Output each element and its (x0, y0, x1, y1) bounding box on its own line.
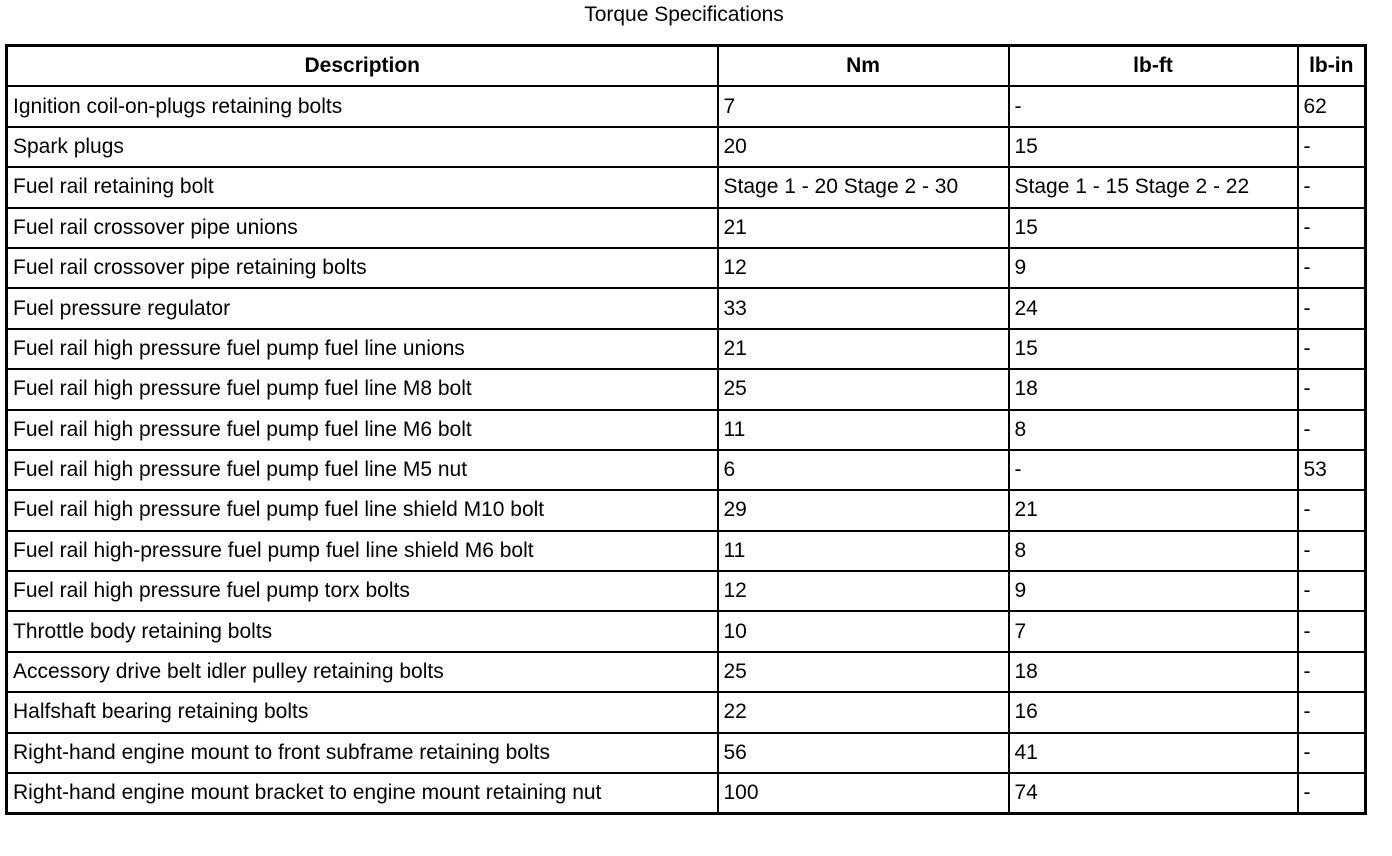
cell-lb-in: - (1296, 529, 1367, 573)
cell-lb-ft: 24 (1007, 287, 1299, 330)
cell-lb-ft: - (1007, 85, 1299, 128)
cell-nm: 20 (716, 125, 1010, 169)
table-row: Fuel rail high pressure fuel pump fuel l… (5, 448, 1367, 492)
cell-description: Fuel rail high pressure fuel pump fuel l… (5, 368, 719, 411)
cell-description: Right-hand engine mount bracket to engin… (5, 772, 719, 815)
cell-lb-ft: 7 (1007, 610, 1299, 653)
cell-lb-in: - (1296, 368, 1367, 411)
cell-description: Fuel rail crossover pipe retaining bolts (5, 246, 719, 290)
cell-description: Ignition coil-on-plugs retaining bolts (5, 85, 719, 128)
cell-description: Fuel rail retaining bolt (5, 166, 719, 209)
table-row: Fuel rail high pressure fuel pump fuel l… (5, 489, 1367, 532)
table-row: Accessory drive belt idler pulley retain… (5, 650, 1367, 694)
cell-description: Spark plugs (5, 125, 719, 169)
table-row: Fuel rail crossover pipe unions 21 15- (5, 206, 1367, 249)
cell-lb-ft: 8 (1007, 529, 1299, 573)
cell-lb-in: 62 (1296, 85, 1367, 128)
cell-lb-ft: 18 (1007, 368, 1299, 411)
cell-nm: 100 (716, 772, 1010, 815)
cell-nm: 10 (716, 610, 1010, 653)
cell-nm: 11 (716, 408, 1010, 451)
cell-lb-ft: 16 (1007, 691, 1299, 734)
cell-lb-ft: 15 (1007, 327, 1299, 371)
header-lb-ft: lb-ft (1007, 44, 1299, 88)
table-row: Right-hand engine mount to front subfram… (5, 731, 1367, 775)
cell-lb-in: - (1296, 327, 1367, 371)
cell-nm: Stage 1 - 20 Stage 2 - 30 (716, 166, 1010, 209)
cell-lb-ft: - (1007, 448, 1299, 492)
cell-description: Fuel rail crossover pipe unions (5, 206, 719, 249)
cell-lb-ft: 9 (1007, 570, 1299, 613)
table-row: Throttle body retaining bolts 10 7- (5, 610, 1367, 653)
table-row: Fuel rail high-pressure fuel pump fuel l… (5, 529, 1367, 573)
cell-nm: 25 (716, 368, 1010, 411)
cell-lb-ft: 8 (1007, 408, 1299, 451)
header-row: Description Nm lb-ft lb-in (5, 44, 1367, 88)
table-row: Fuel rail high pressure fuel pump fuel l… (5, 408, 1367, 451)
cell-description: Fuel rail high pressure fuel pump fuel l… (5, 327, 719, 371)
header-lb-in: lb-in (1296, 44, 1367, 88)
cell-nm: 33 (716, 287, 1010, 330)
cell-lb-in: - (1296, 772, 1367, 815)
cell-description: Throttle body retaining bolts (5, 610, 719, 653)
cell-nm: 7 (716, 85, 1010, 128)
torque-spec-table: Description Nm lb-ft lb-in Ignition coil… (5, 44, 1367, 816)
cell-lb-ft: 9 (1007, 246, 1299, 290)
table-row: Halfshaft bearing retaining bolts 22 16- (5, 691, 1367, 734)
cell-lb-in: - (1296, 731, 1367, 775)
table-row: Spark plugs 20 15- (5, 125, 1367, 169)
cell-nm: 21 (716, 206, 1010, 249)
cell-nm: 21 (716, 327, 1010, 371)
cell-nm: 12 (716, 570, 1010, 613)
cell-lb-in: - (1296, 246, 1367, 290)
cell-description: Fuel rail high pressure fuel pump torx b… (5, 570, 719, 613)
cell-lb-in: - (1296, 570, 1367, 613)
cell-lb-in: - (1296, 125, 1367, 169)
table-row: Fuel rail high pressure fuel pump fuel l… (5, 368, 1367, 411)
cell-lb-in: - (1296, 287, 1367, 330)
table-row: Fuel rail crossover pipe retaining bolts… (5, 246, 1367, 290)
cell-lb-ft: 21 (1007, 489, 1299, 532)
cell-description: Halfshaft bearing retaining bolts (5, 691, 719, 734)
cell-lb-ft: 74 (1007, 772, 1299, 815)
document-title: Torque Specifications (584, 3, 784, 26)
cell-lb-in: - (1296, 489, 1367, 532)
table-row: Right-hand engine mount bracket to engin… (5, 772, 1367, 815)
cell-description: Fuel pressure regulator (5, 287, 719, 330)
cell-nm: 56 (716, 731, 1010, 775)
cell-nm: 22 (716, 691, 1010, 734)
cell-nm: 12 (716, 246, 1010, 290)
cell-description: Fuel rail high pressure fuel pump fuel l… (5, 408, 719, 451)
cell-lb-ft: 18 (1007, 650, 1299, 694)
cell-lb-in: - (1296, 691, 1367, 734)
table-row: Fuel rail retaining bolt Stage 1 - 20 Sta… (5, 166, 1367, 209)
table-row: Fuel rail high pressure fuel pump fuel l… (5, 327, 1367, 371)
cell-lb-in: - (1296, 650, 1367, 694)
cell-lb-ft: Stage 1 - 15 Stage 2 - 22 (1007, 166, 1299, 209)
cell-description: Right-hand engine mount to front subfram… (5, 731, 719, 775)
table-row: Ignition coil-on-plugs retaining bolts 7-… (5, 85, 1367, 128)
cell-lb-in: - (1296, 166, 1367, 209)
table-row: Fuel rail high pressure fuel pump torx b… (5, 570, 1367, 613)
cell-description: Accessory drive belt idler pulley retain… (5, 650, 719, 694)
cell-lb-ft: 15 (1007, 206, 1299, 249)
header-nm: Nm (716, 44, 1010, 88)
table-row: Fuel pressure regulator 33 24- (5, 287, 1367, 330)
cell-nm: 25 (716, 650, 1010, 694)
cell-lb-in: - (1296, 610, 1367, 653)
cell-nm: 11 (716, 529, 1010, 573)
cell-lb-ft: 15 (1007, 125, 1299, 169)
header-description: Description (5, 44, 719, 88)
cell-lb-ft: 41 (1007, 731, 1299, 775)
cell-description: Fuel rail high pressure fuel pump fuel l… (5, 448, 719, 492)
cell-nm: 6 (716, 448, 1010, 492)
cell-description: Fuel rail high pressure fuel pump fuel l… (5, 489, 719, 532)
cell-lb-in: - (1296, 408, 1367, 451)
cell-lb-in: 53 (1296, 448, 1367, 492)
cell-lb-in: - (1296, 206, 1367, 249)
cell-nm: 29 (716, 489, 1010, 532)
cell-description: Fuel rail high-pressure fuel pump fuel l… (5, 529, 719, 573)
